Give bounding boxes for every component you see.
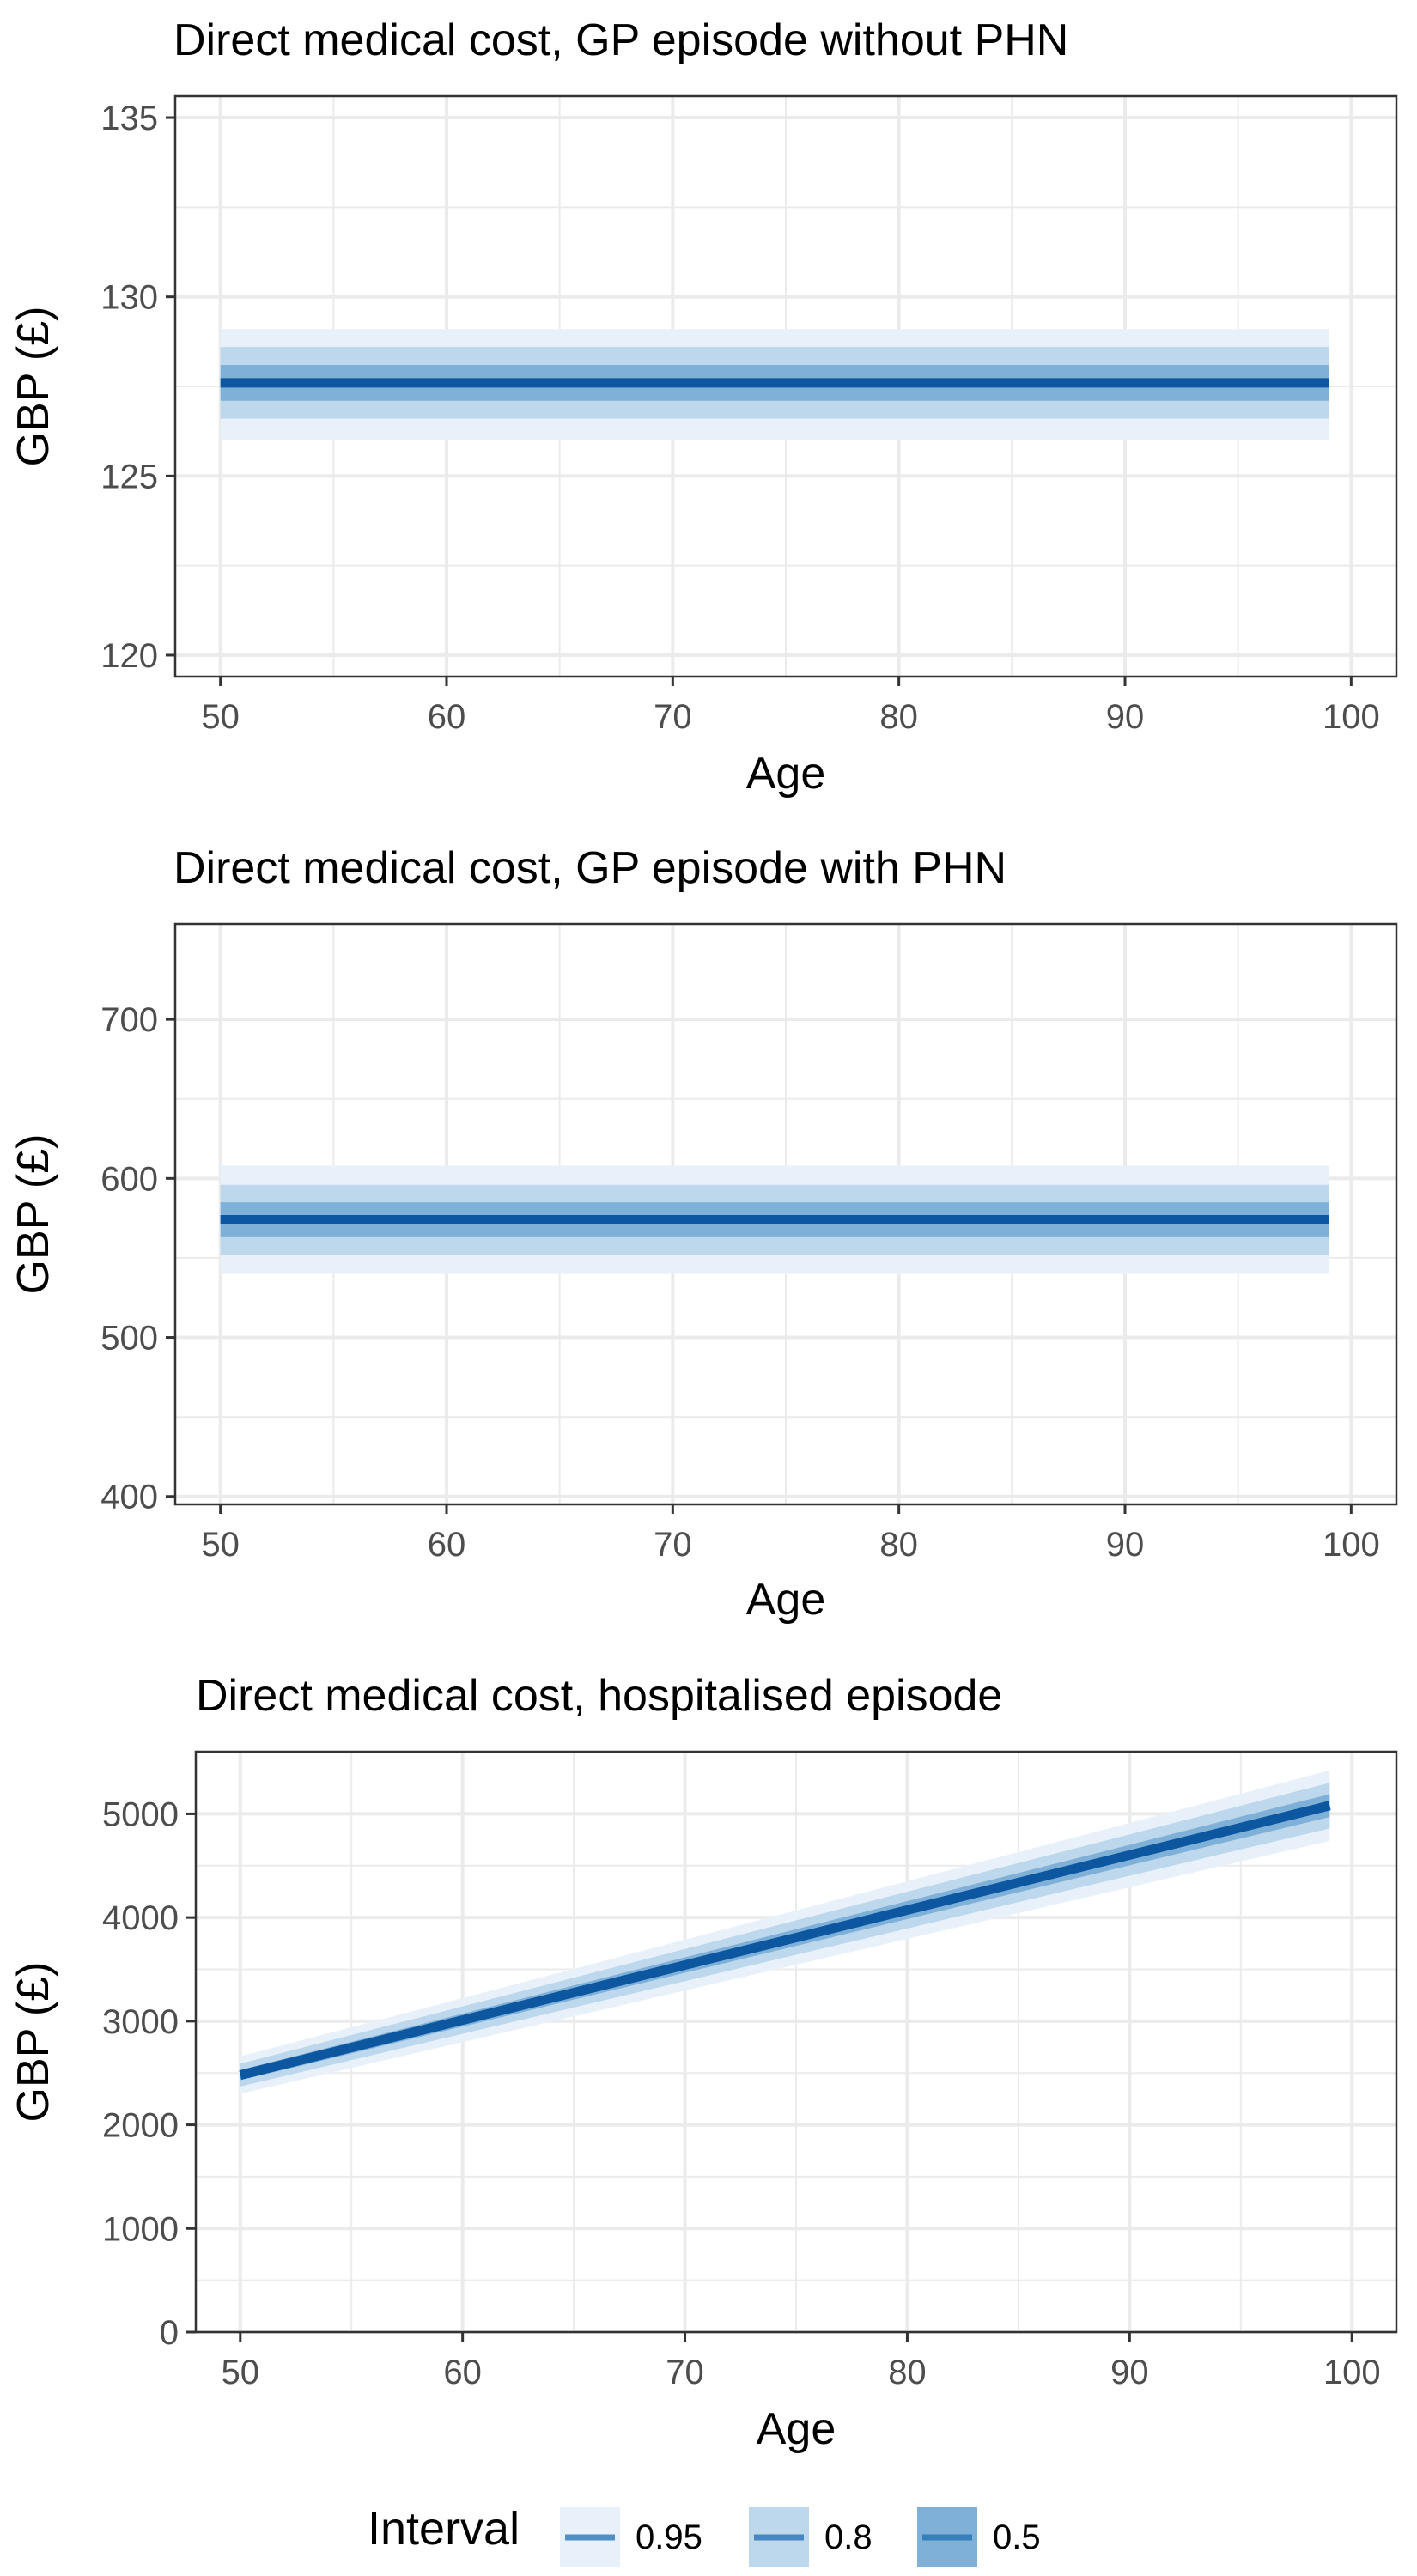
y-tick-label: 125 — [100, 458, 158, 495]
legend-label: 0.8 — [824, 2518, 873, 2556]
y-axis-title: GBP (£) — [9, 1962, 58, 2123]
x-tick-label: 60 — [428, 1526, 466, 1564]
legend-label: 0.95 — [636, 2518, 702, 2556]
x-tick-label: 90 — [1110, 2354, 1149, 2391]
legend-title: Interval — [368, 2503, 520, 2555]
legend-entry: 0.95 — [560, 2507, 702, 2567]
x-tick-label: 100 — [1323, 698, 1380, 736]
median-line — [239, 1801, 1331, 2080]
x-axis-title: Age — [757, 2404, 836, 2454]
x-tick-label: 70 — [654, 698, 692, 736]
y-tick-label: 400 — [100, 1479, 158, 1516]
x-tick-label: 80 — [888, 2354, 927, 2391]
x-tick-label: 90 — [1106, 698, 1145, 736]
x-tick-label: 70 — [654, 1526, 692, 1564]
legend-entry: 0.5 — [917, 2507, 1041, 2567]
x-tick-label: 50 — [222, 2354, 260, 2391]
legend-entries: 0.95 0.8 0.5 — [560, 2507, 1041, 2567]
y-tick-label: 700 — [100, 1001, 158, 1039]
x-tick-label: 100 — [1323, 2354, 1381, 2391]
x-tick-label: 100 — [1323, 1526, 1380, 1564]
panel-border — [173, 922, 1398, 1506]
x-tick-label: 80 — [879, 698, 918, 736]
panels: Direct medical cost, GP episode without … — [9, 15, 1398, 2454]
x-tick-label: 80 — [879, 1526, 918, 1564]
legend: Interval 0.95 0.8 0.5 — [368, 2503, 1041, 2567]
panel-border — [194, 1750, 1398, 2334]
y-tick-label: 600 — [100, 1160, 158, 1198]
x-axis-title: Age — [746, 749, 826, 799]
panel-3: Direct medical cost, hospitalised episod… — [9, 1671, 1398, 2454]
y-axis-title: GBP (£) — [9, 1134, 58, 1295]
y-tick-label: 5000 — [102, 1795, 179, 1833]
x-tick-label: 50 — [201, 1526, 240, 1564]
x-tick-label: 70 — [666, 2354, 704, 2391]
y-tick-label: 130 — [100, 279, 158, 317]
y-tick-label: 4000 — [102, 1899, 179, 1937]
x-tick-label: 50 — [201, 698, 240, 736]
y-tick-label: 3000 — [102, 2003, 179, 2041]
x-tick-label: 60 — [428, 698, 466, 736]
x-axis-title: Age — [746, 1575, 826, 1625]
y-tick-label: 120 — [100, 637, 158, 675]
panel-title: Direct medical cost, GP episode with PHN — [173, 843, 1006, 893]
y-tick-label: 1000 — [102, 2210, 179, 2248]
legend-entry: 0.8 — [749, 2507, 873, 2567]
panel-title: Direct medical cost, GP episode without … — [173, 15, 1068, 65]
x-tick-label: 90 — [1106, 1526, 1145, 1564]
panel-border — [173, 94, 1398, 678]
y-tick-label: 135 — [100, 100, 158, 137]
y-axis-title: GBP (£) — [9, 307, 58, 467]
panel-title: Direct medical cost, hospitalised episod… — [196, 1671, 1002, 1721]
panel-1: Direct medical cost, GP episode without … — [9, 15, 1398, 799]
x-tick-label: 60 — [443, 2354, 482, 2391]
y-tick-label: 2000 — [102, 2107, 179, 2145]
y-tick-label: 0 — [160, 2314, 179, 2352]
panel-2: Direct medical cost, GP episode with PHN… — [9, 843, 1398, 1625]
legend-label: 0.5 — [993, 2518, 1041, 2556]
y-tick-label: 500 — [100, 1320, 158, 1358]
